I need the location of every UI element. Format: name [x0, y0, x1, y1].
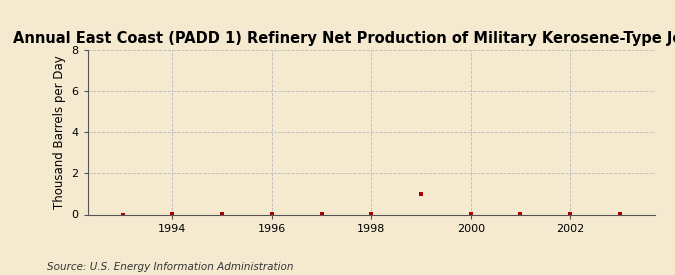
Y-axis label: Thousand Barrels per Day: Thousand Barrels per Day — [53, 55, 66, 209]
Title: Annual East Coast (PADD 1) Refinery Net Production of Military Kerosene-Type Jet: Annual East Coast (PADD 1) Refinery Net … — [13, 31, 675, 46]
Text: Source: U.S. Energy Information Administration: Source: U.S. Energy Information Administ… — [47, 262, 294, 272]
